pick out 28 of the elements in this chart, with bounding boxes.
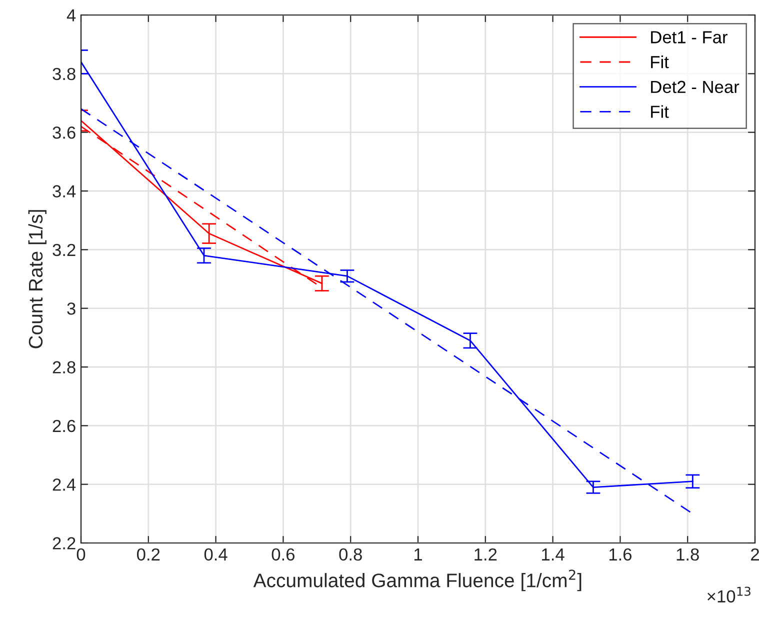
x-tick-label: 1.4 — [542, 548, 564, 560]
x-tick-label: 0 — [76, 548, 86, 561]
legend-label: Fit — [651, 105, 669, 118]
y-tick-label: 2.6 — [52, 420, 76, 432]
x-axis-title: Accumulated Gamma Fluence [1/cm$^{2}$] — [253, 570, 582, 592]
y-tick-label: 2.4 — [52, 478, 76, 491]
y-tick-label: 3.4 — [52, 185, 76, 198]
text: ×10$^{13}$ — [708, 586, 750, 603]
x-tick-label: 0.6 — [272, 548, 295, 561]
x-tick-label: 2 — [751, 548, 759, 560]
y-tick-label: 3.8 — [52, 68, 76, 80]
legend-label: Fit — [651, 55, 669, 68]
y-tick-label: 4 — [66, 9, 76, 22]
x-tick-label: 0.8 — [339, 548, 362, 561]
y-axis-title: Count Rate [1/s] — [28, 210, 46, 348]
y-tick-label: 2.2 — [52, 537, 76, 550]
legend-label: Det1 - Far — [651, 31, 728, 44]
legend-label: Det2 - Near — [651, 80, 740, 94]
x-tick-label: 1.6 — [609, 548, 632, 561]
y-tick-label: 3 — [67, 302, 76, 315]
y-tick-label: 2.8 — [52, 361, 76, 374]
x-tick-label: 0.4 — [204, 548, 228, 561]
y-tick-label: 3.6 — [52, 126, 76, 139]
x-tick-label: 0.2 — [137, 548, 160, 561]
y-tick-label: 3.2 — [52, 244, 76, 256]
x-tick-label: 1 — [414, 548, 422, 560]
x-tick-label: 1.2 — [474, 548, 497, 560]
x-tick-label: 1.8 — [676, 548, 699, 561]
